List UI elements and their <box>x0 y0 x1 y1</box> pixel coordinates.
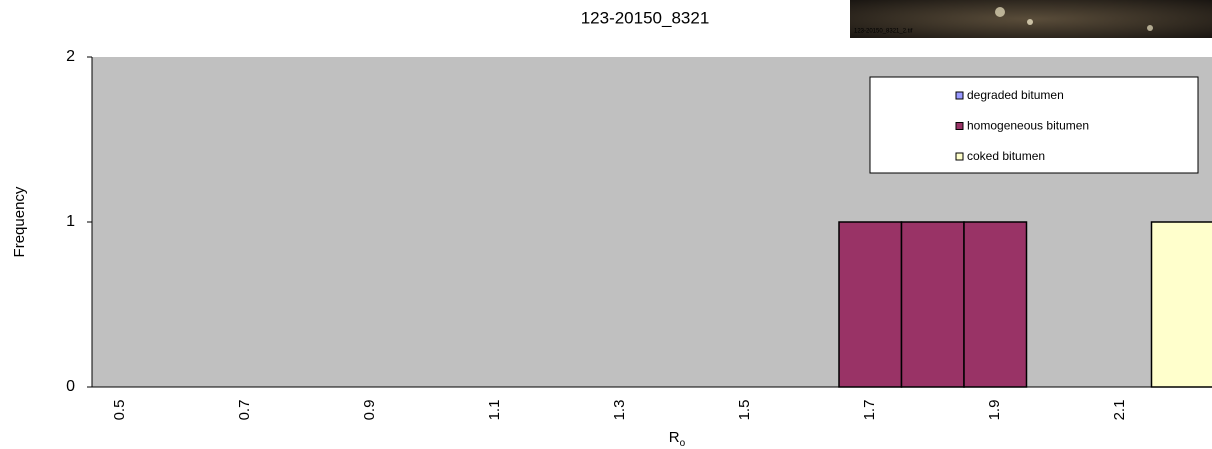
thumbnail-speck <box>995 7 1005 17</box>
image-caption: 123-20150_8321_2.tif <box>854 29 913 35</box>
x-tick-label: 1.9 <box>986 400 1003 421</box>
x-tick-label: 2.1 <box>1111 400 1128 421</box>
chart-title: 123-20150_8321 <box>581 8 710 27</box>
y-tick-label: 2 <box>66 48 75 65</box>
x-tick-label: 0.5 <box>111 400 128 421</box>
x-axis-label-subscript: o <box>680 438 686 449</box>
bar <box>900 221 965 388</box>
y-tick-label: 1 <box>66 213 75 230</box>
thumbnail-speck <box>1147 25 1153 31</box>
y-tick-label: 0 <box>66 378 75 395</box>
x-tick-label: 1.1 <box>486 400 503 421</box>
bar <box>838 221 903 388</box>
y-axis-label: Frequency <box>11 186 28 257</box>
legend-label: homogeneous bitumen <box>967 119 1089 133</box>
x-tick-label: 1.5 <box>736 400 753 421</box>
thumbnail-speck <box>1027 19 1033 25</box>
bar <box>1150 221 1212 388</box>
legend-swatch <box>955 122 964 130</box>
x-tick-label: 1.3 <box>611 400 628 421</box>
legend-swatch <box>955 152 964 161</box>
legend-box <box>869 76 1199 174</box>
x-tick-label: 0.9 <box>361 400 378 421</box>
bar <box>963 221 1028 388</box>
x-axis-label: Ro <box>669 429 686 449</box>
legend-label: degraded bitumen <box>967 88 1064 102</box>
legend-label: coked bitumen <box>967 149 1045 163</box>
x-axis-label-main: R <box>669 429 680 446</box>
x-tick-label: 1.7 <box>861 400 878 421</box>
thumbnail <box>850 0 1212 38</box>
x-tick-label: 0.7 <box>236 400 253 421</box>
legend-swatch <box>955 91 964 100</box>
